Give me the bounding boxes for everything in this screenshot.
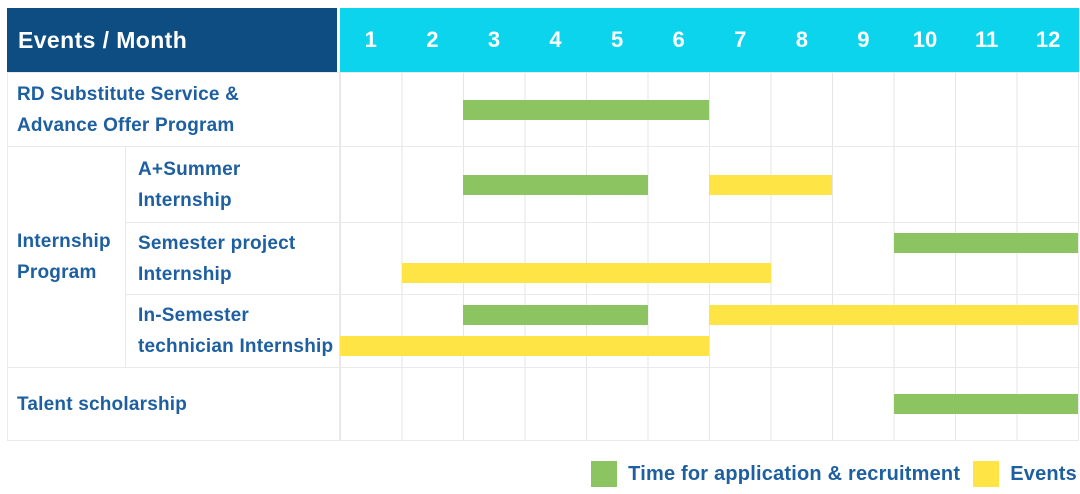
- row-label-a-plus-summer: A+Summer Internship: [126, 147, 340, 222]
- legend-item-application: Time for application & recruitment: [591, 461, 960, 487]
- row-label-line: In-Semester: [138, 305, 249, 326]
- events-month-table: Events / Month 1 2 3 4 5 6 7 8 9 10 11 12 RD Substi…: [7, 8, 1079, 441]
- row-label-rd-substitute: RD Substitute Service & Advance Offer Pr…: [8, 73, 340, 146]
- row-label-line: Internship: [138, 189, 232, 211]
- month-label: 10: [912, 27, 938, 52]
- group-label-internship-program: Internship Program: [8, 147, 126, 368]
- month-label: 9: [857, 27, 870, 52]
- table-row-talent-scholarship: Talent scholarship: [8, 368, 1078, 441]
- header-title: Events / Month: [18, 26, 188, 53]
- application-bar: [463, 99, 709, 120]
- month-label: 6: [672, 27, 685, 52]
- group-label-line: Internship: [17, 231, 111, 252]
- legend: Time for application & recruitment Event…: [591, 461, 1077, 487]
- table-header: Events / Month 1 2 3 4 5 6 7 8 9 10 11 12: [7, 8, 1079, 72]
- month-label: 2: [426, 27, 439, 52]
- legend-label-events: Events: [1010, 462, 1077, 485]
- table-row-rd-substitute: RD Substitute Service & Advance Offer Pr…: [8, 73, 1078, 147]
- row-label-talent-scholarship: Talent scholarship: [8, 368, 340, 440]
- month-header-row: 1 2 3 4 5 6 7 8 9 10 11 12: [340, 8, 1079, 72]
- month-label: 5: [610, 27, 624, 52]
- row-label-line: Semester project: [138, 232, 296, 254]
- row-label-line: technician Internship: [138, 336, 334, 357]
- month-label: 1: [364, 27, 377, 52]
- table-row-in-semester-technician: In-Semester technician Internship: [126, 295, 1078, 368]
- month-label: 8: [795, 27, 808, 52]
- month-label: 3: [487, 27, 501, 52]
- month-label: 12: [1035, 27, 1061, 52]
- legend-label-application: Time for application & recruitment: [628, 462, 961, 485]
- month-label: 7: [734, 27, 747, 52]
- group-rows: A+Summer Internship Semester project Int…: [126, 147, 1078, 368]
- legend-item-events: Events: [973, 461, 1077, 487]
- events-swatch-icon: [973, 461, 1000, 487]
- timeline-cell: [340, 368, 1078, 440]
- timeline-cell: [340, 295, 1078, 367]
- application-bar: [463, 305, 648, 326]
- row-label-semester-project: Semester project Internship: [126, 223, 340, 294]
- month-label: 11: [974, 27, 999, 52]
- table-row-a-plus-summer: A+Summer Internship: [126, 147, 1078, 223]
- application-bar: [893, 394, 1078, 414]
- table-body: RD Substitute Service & Advance Offer Pr…: [7, 72, 1079, 441]
- row-label-line: RD Substitute Service &: [17, 83, 240, 105]
- table-row-semester-project: Semester project Internship: [126, 223, 1078, 295]
- application-bar: [893, 232, 1078, 253]
- row-label-line: Internship: [138, 263, 232, 285]
- events-bar: [709, 174, 832, 195]
- application-bar: [463, 174, 648, 195]
- header-events-month-cell: Events / Month: [7, 8, 337, 72]
- row-label-in-semester-technician: In-Semester technician Internship: [126, 295, 340, 367]
- events-bar: [401, 263, 771, 284]
- timeline-cell: [340, 223, 1078, 294]
- timeline-cell: [340, 147, 1078, 222]
- row-label-line: Talent scholarship: [17, 393, 188, 415]
- month-label: 4: [549, 27, 562, 52]
- application-swatch-icon: [591, 461, 618, 487]
- timeline-cell: [340, 73, 1078, 146]
- events-bar: [340, 336, 709, 357]
- row-label-line: Advance Offer Program: [17, 114, 235, 136]
- row-label-line: A+Summer: [138, 158, 241, 180]
- group-label-line: Program: [17, 262, 97, 283]
- events-bar: [709, 305, 1078, 326]
- internship-program-group: Internship Program A+Summer Internship S…: [8, 147, 1078, 368]
